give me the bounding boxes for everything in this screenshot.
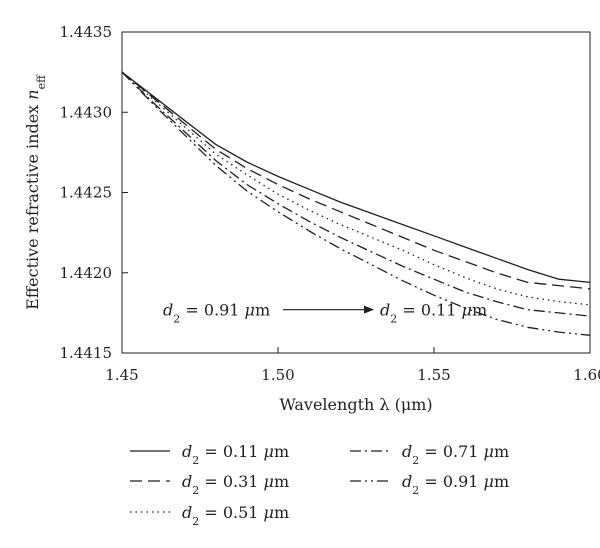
legend-item-0.91: d2 = 0.91 μm: [350, 472, 509, 497]
annotation-to-label: d2 = 0.11 μm: [380, 301, 487, 326]
y-tick-label: 1.4415: [60, 344, 113, 362]
legend-label-0.71: d2 = 0.71 μm: [402, 442, 509, 467]
y-tick-label: 1.4425: [60, 184, 113, 202]
x-tick-label: 1.45: [105, 366, 138, 384]
series-line-0.51: [121, 71, 591, 306]
y-tick-label: 1.4435: [60, 23, 113, 41]
legend: d2 = 0.11 μm d2 = 0.31 μm d2 = 0.51 μm d2 =…: [130, 442, 509, 528]
x-tick-label: 1.55: [417, 366, 450, 384]
legend-item-0.11: d2 = 0.11 μm: [130, 442, 289, 467]
annotation: d2 = 0.91 μm d2 = 0.11 μm: [163, 301, 487, 326]
series-line-0.91: [121, 71, 591, 336]
series-line-0.11: [121, 71, 591, 284]
legend-label-0.31: d2 = 0.31 μm: [182, 472, 289, 497]
y-tick-label: 1.4420: [60, 264, 113, 282]
plot-area: [121, 71, 591, 336]
legend-label-0.11: d2 = 0.11 μm: [182, 442, 289, 467]
annotation-from-label: d2 = 0.91 μm: [163, 301, 270, 326]
x-axis-title: Wavelength λ (μm): [279, 395, 432, 414]
legend-label-0.91: d2 = 0.91 μm: [402, 472, 509, 497]
x-tick-label: 1.60: [573, 366, 600, 384]
series-line-0.31: [121, 71, 591, 290]
y-tick-label: 1.4430: [60, 103, 113, 121]
series-line-0.71: [121, 71, 591, 317]
legend-item-0.51: d2 = 0.51 μm: [130, 503, 289, 528]
legend-label-0.51: d2 = 0.51 μm: [182, 503, 289, 528]
legend-item-0.71: d2 = 0.71 μm: [350, 442, 509, 467]
axes: 1.45 1.50 1.55 1.60 1.4415 1.4420 1.4425 1.4430…: [23, 23, 600, 414]
y-axis-title: Effective refractive index neff: [23, 74, 48, 310]
x-tick-label: 1.50: [261, 366, 294, 384]
legend-item-0.31: d2 = 0.31 μm: [130, 472, 289, 497]
